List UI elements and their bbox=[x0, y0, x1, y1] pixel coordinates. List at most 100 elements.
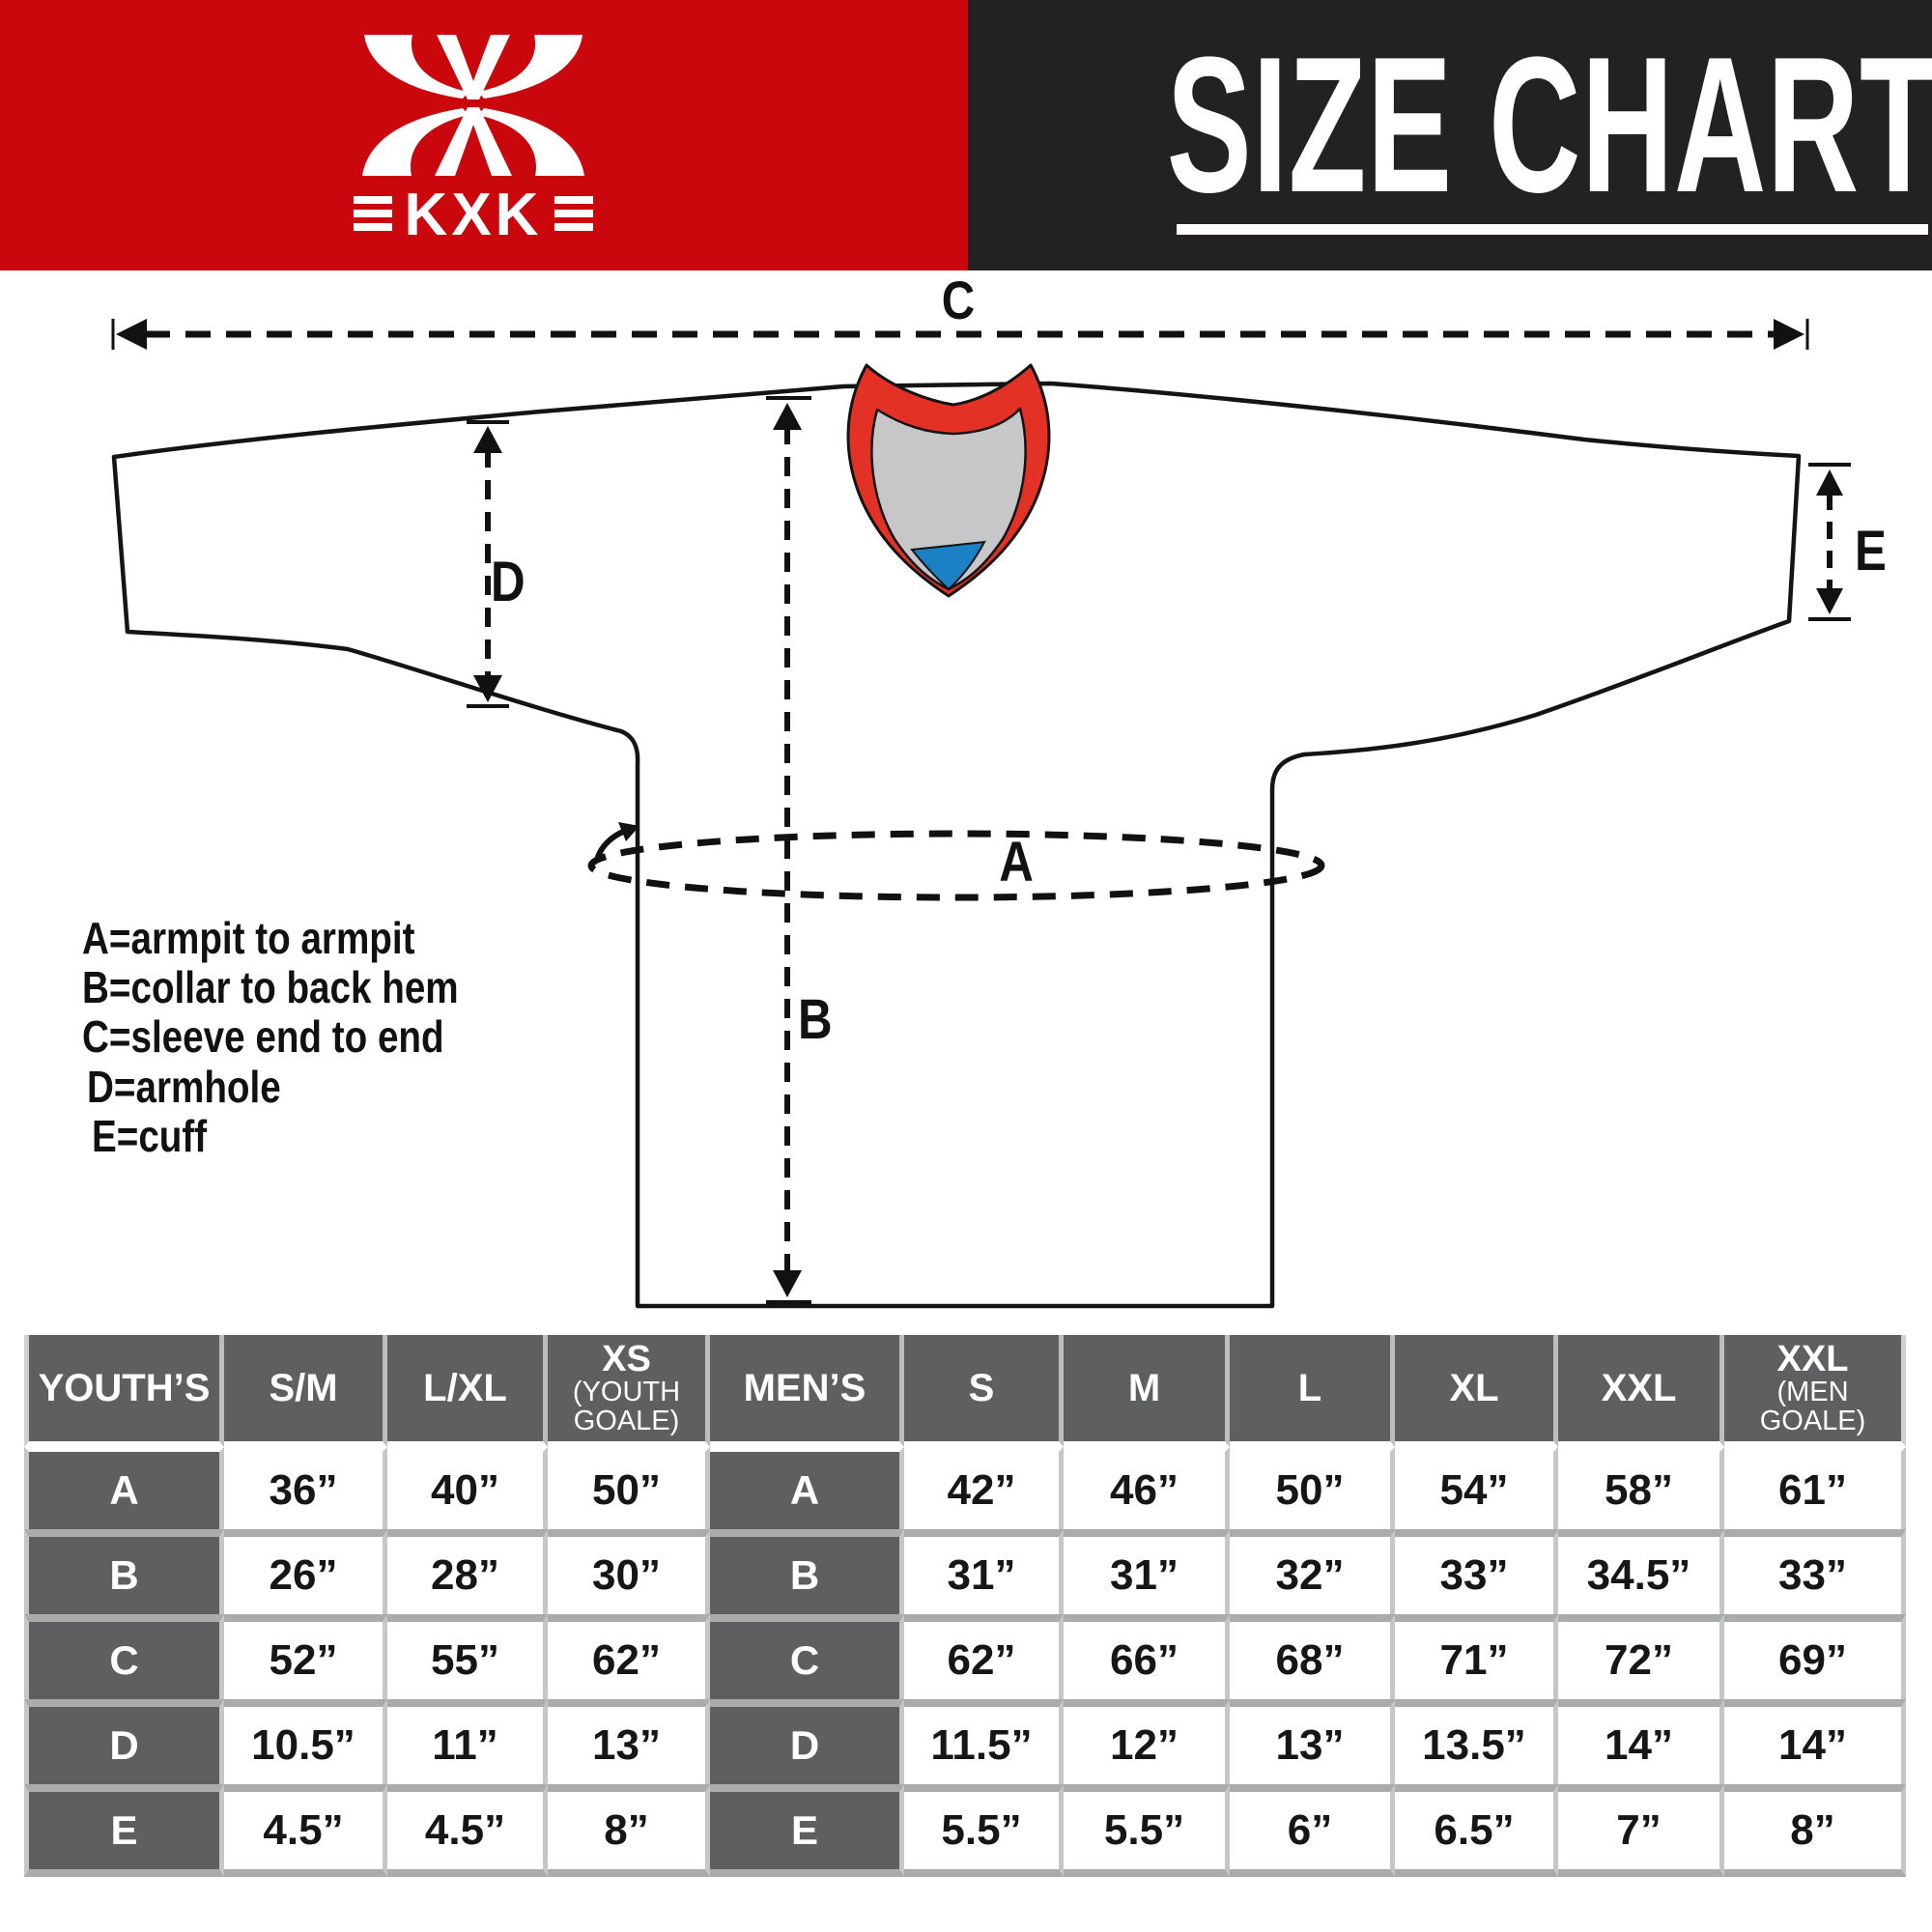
cell-value: 7” bbox=[1558, 1784, 1724, 1877]
label-e: E bbox=[1855, 520, 1887, 582]
cell-value: 4.5” bbox=[387, 1784, 548, 1877]
cell-value: 11” bbox=[387, 1699, 548, 1784]
header-xxl-size: XXL bbox=[1776, 1338, 1849, 1379]
header-men-xl: XL bbox=[1395, 1335, 1558, 1447]
triple-bar-right-icon bbox=[554, 196, 593, 231]
cell-value: 55” bbox=[387, 1614, 548, 1699]
collar-inner-gray bbox=[870, 407, 1027, 591]
table-row-d: D 10.5” 11” 13” D 11.5” 12” 13” 13.5” 14… bbox=[24, 1699, 1906, 1784]
table-row-a: A 36” 40” 50” A 42” 46” 50” 54” 58” 61” bbox=[24, 1447, 1906, 1529]
cell-value: 13.5” bbox=[1395, 1699, 1558, 1784]
legend-e: E=cuff bbox=[92, 1112, 208, 1161]
table-row-b: B 26” 28” 30” B 31” 31” 32” 33” 34.5” 33… bbox=[24, 1529, 1906, 1614]
cell-value: 61” bbox=[1724, 1447, 1906, 1529]
row-label: D bbox=[710, 1699, 904, 1784]
row-label: A bbox=[710, 1447, 904, 1529]
jersey-outline bbox=[111, 381, 1802, 1309]
label-b: B bbox=[798, 988, 833, 1051]
header-men-l: L bbox=[1230, 1335, 1395, 1447]
cell-value: 33” bbox=[1724, 1529, 1906, 1614]
cell-value: 30” bbox=[548, 1529, 710, 1614]
header-youth-sm: S/M bbox=[224, 1335, 387, 1447]
cell-value: 50” bbox=[1230, 1447, 1395, 1529]
cell-value: 14” bbox=[1724, 1699, 1906, 1784]
cell-value: 10.5” bbox=[224, 1699, 387, 1784]
cell-value: 42” bbox=[904, 1447, 1064, 1529]
header-xs-note2: GOALE) bbox=[573, 1406, 680, 1436]
table-row-e: E 4.5” 4.5” 8” E 5.5” 5.5” 6” 6.5” 7” 8” bbox=[24, 1784, 1906, 1877]
page-title: SIZE CHART bbox=[1166, 16, 1932, 233]
title-underline bbox=[1177, 223, 1928, 235]
cell-value: 5.5” bbox=[1064, 1784, 1230, 1877]
cell-value: 33” bbox=[1395, 1529, 1558, 1614]
cell-value: 13” bbox=[1230, 1699, 1395, 1784]
cell-value: 54” bbox=[1395, 1447, 1558, 1529]
cell-value: 26” bbox=[224, 1529, 387, 1614]
collar-blue-insert bbox=[910, 540, 986, 591]
row-label: A bbox=[24, 1447, 224, 1529]
header-mens: MEN’S bbox=[710, 1335, 904, 1447]
brand-panel: KXK bbox=[0, 0, 968, 270]
row-label: C bbox=[24, 1614, 224, 1699]
measure-b-arrow bbox=[766, 396, 811, 1304]
cell-value: 13” bbox=[548, 1699, 710, 1784]
cell-value: 72” bbox=[1558, 1614, 1724, 1699]
jersey-measurement-diagram: C D B A bbox=[82, 270, 1887, 1309]
header-xs-note1: (YOUTH bbox=[572, 1376, 681, 1407]
cell-value: 12” bbox=[1064, 1699, 1230, 1784]
measure-c-arrow bbox=[111, 319, 1809, 350]
size-table: YOUTH’S S/M L/XL XS (YOUTH GOALE) MEN’S … bbox=[24, 1335, 1906, 1877]
label-a: A bbox=[999, 831, 1034, 894]
header-youth-lxl: L/XL bbox=[387, 1335, 548, 1447]
cell-value: 50” bbox=[548, 1447, 710, 1529]
label-c: C bbox=[942, 270, 975, 330]
header-xxl-note2: GOALE) bbox=[1759, 1406, 1866, 1436]
row-label: C bbox=[710, 1614, 904, 1699]
cell-value: 5.5” bbox=[904, 1784, 1064, 1877]
legend-d: D=armhole bbox=[87, 1063, 281, 1112]
legend-c: C=sleeve end to end bbox=[82, 1012, 444, 1062]
label-d: D bbox=[491, 551, 526, 613]
cell-value: 62” bbox=[548, 1614, 710, 1699]
cell-value: 69” bbox=[1724, 1614, 1906, 1699]
row-label: B bbox=[710, 1529, 904, 1614]
logo-text: KXK bbox=[405, 182, 543, 248]
cell-value: 40” bbox=[387, 1447, 548, 1529]
cell-value: 8” bbox=[548, 1784, 710, 1877]
cell-value: 6.5” bbox=[1395, 1784, 1558, 1877]
cell-value: 52” bbox=[224, 1614, 387, 1699]
row-label: B bbox=[24, 1529, 224, 1614]
cell-value: 6” bbox=[1230, 1784, 1395, 1877]
cell-value: 11.5” bbox=[904, 1699, 1064, 1784]
measure-e-arrow bbox=[1808, 463, 1851, 621]
logo-symbol-icon bbox=[362, 35, 584, 176]
brand-logo: KXK bbox=[354, 35, 593, 248]
cell-value: 32” bbox=[1230, 1529, 1395, 1614]
header-men-xxl-goale: XXL (MEN GOALE) bbox=[1724, 1335, 1906, 1447]
cell-value: 71” bbox=[1395, 1614, 1558, 1699]
cell-value: 4.5” bbox=[224, 1784, 387, 1877]
title-panel: SIZE CHART bbox=[968, 0, 1932, 270]
header-youth-xs-goale: XS (YOUTH GOALE) bbox=[548, 1335, 710, 1447]
row-label: D bbox=[24, 1699, 224, 1784]
cell-value: 68” bbox=[1230, 1614, 1395, 1699]
header-banner: KXK SIZE CHART bbox=[0, 0, 1932, 270]
header-men-m: M bbox=[1064, 1335, 1230, 1447]
cell-value: 36” bbox=[224, 1447, 387, 1529]
cell-value: 31” bbox=[1064, 1529, 1230, 1614]
cell-value: 31” bbox=[904, 1529, 1064, 1614]
cell-value: 8” bbox=[1724, 1784, 1906, 1877]
cell-value: 58” bbox=[1558, 1447, 1724, 1529]
legend-a: A=armpit to armpit bbox=[82, 914, 415, 963]
triple-bar-left-icon bbox=[354, 196, 392, 231]
header-xxl-note1: (MEN bbox=[1776, 1376, 1849, 1407]
row-label: E bbox=[710, 1784, 904, 1877]
header-xs-size: XS bbox=[602, 1338, 651, 1379]
row-label: E bbox=[24, 1784, 224, 1877]
table-row-c: C 52” 55” 62” C 62” 66” 68” 71” 72” 69” bbox=[24, 1614, 1906, 1699]
legend-b: B=collar to back hem bbox=[82, 963, 459, 1012]
cell-value: 46” bbox=[1064, 1447, 1230, 1529]
header-youths: YOUTH’S bbox=[24, 1335, 224, 1447]
collar bbox=[846, 363, 1051, 598]
